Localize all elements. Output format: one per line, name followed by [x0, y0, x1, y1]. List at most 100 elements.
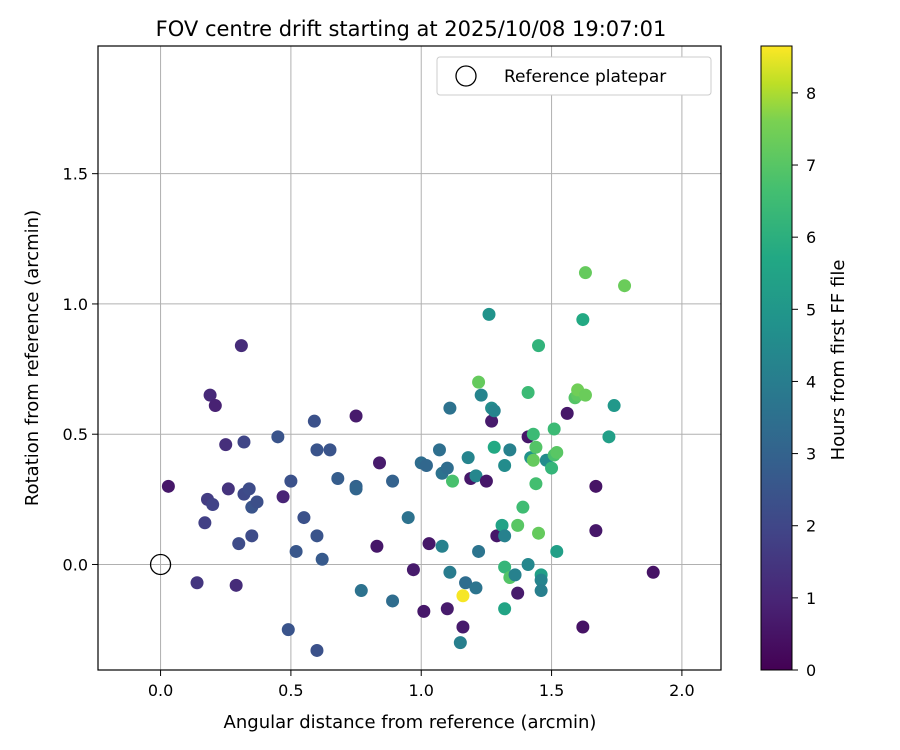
data-point [472, 544, 486, 558]
data-point [545, 461, 559, 475]
colorbar-tick-label: 0 [806, 661, 816, 680]
data-point [250, 495, 264, 509]
data-point [419, 458, 433, 472]
data-point [234, 339, 248, 353]
data-point [323, 443, 337, 457]
data-point [310, 443, 324, 457]
colorbar-tick-label: 1 [806, 589, 816, 608]
x-tick-label: 0.0 [148, 681, 173, 700]
data-point [482, 307, 496, 321]
colorbar [760, 45, 793, 671]
data-point [229, 578, 243, 592]
data-point [550, 445, 564, 459]
data-point [440, 461, 454, 475]
data-point [386, 594, 400, 608]
data-point [435, 539, 449, 553]
data-point [526, 427, 540, 441]
data-point [289, 544, 303, 558]
data-point [479, 474, 493, 488]
data-point [578, 266, 592, 280]
data-point [440, 602, 454, 616]
data-point [607, 399, 621, 413]
data-point [469, 469, 483, 483]
legend-label: Reference platepar [504, 67, 666, 87]
data-point [232, 537, 246, 551]
data-point [516, 500, 530, 514]
data-point [373, 456, 387, 470]
data-point [406, 563, 420, 577]
data-point [526, 453, 540, 467]
colorbar-tick-label: 5 [806, 300, 816, 319]
data-point [534, 584, 548, 598]
data-point [529, 477, 543, 491]
data-point [469, 581, 483, 595]
x-tick-label: 1.0 [409, 681, 434, 700]
data-point [532, 339, 546, 353]
data-point [208, 399, 222, 413]
colorbar-tick-label: 2 [806, 517, 816, 536]
data-point [242, 482, 256, 496]
data-point [560, 406, 574, 420]
data-point [161, 479, 175, 493]
data-point [578, 388, 592, 402]
plot-frame [97, 45, 722, 671]
data-point [532, 526, 546, 540]
data-point [297, 511, 311, 525]
data-point [422, 537, 436, 551]
data-point [456, 620, 470, 634]
grid-lines [98, 46, 721, 670]
data-point [331, 472, 345, 486]
y-axis: 0.0 0.5 1.0 1.5 [63, 165, 98, 574]
data-point [386, 474, 400, 488]
data-point [487, 404, 501, 418]
data-point [237, 435, 251, 449]
data-point [529, 440, 543, 454]
legend-marker-icon [455, 65, 477, 87]
data-point [511, 518, 525, 532]
colorbar-tick-label: 6 [806, 228, 816, 247]
data-point [485, 414, 499, 428]
colorbar-tick-label: 7 [806, 156, 816, 175]
data-point [589, 524, 603, 538]
data-point [432, 443, 446, 457]
data-point [245, 529, 259, 543]
data-point [221, 482, 235, 496]
data-point [271, 430, 285, 444]
data-point [508, 568, 522, 582]
data-point [281, 623, 295, 637]
data-point [521, 557, 535, 571]
data-point [417, 604, 431, 618]
data-point [498, 602, 512, 616]
data-point [495, 518, 509, 532]
data-point [461, 451, 475, 465]
legend: Reference platepar [436, 56, 712, 96]
colorbar-tick-label: 8 [806, 84, 816, 103]
data-point [310, 643, 324, 657]
x-axis-label: Angular distance from reference (arcmin) [224, 712, 597, 733]
data-point [472, 375, 486, 389]
data-point [354, 584, 368, 598]
plot-area [98, 46, 721, 670]
x-tick-label: 0.5 [278, 681, 303, 700]
data-point [589, 479, 603, 493]
data-point [576, 620, 590, 634]
data-point [276, 490, 290, 504]
data-point [474, 388, 488, 402]
data-point [307, 414, 321, 428]
colorbar-ticks: 0 1 2 3 4 5 6 7 8 [792, 84, 816, 680]
colorbar-label: Hours from first FF file [828, 260, 849, 461]
data-point [443, 401, 457, 415]
data-point [602, 430, 616, 444]
data-point [487, 440, 501, 454]
data-point [646, 565, 660, 579]
data-point [443, 565, 457, 579]
colorbar-tick-label: 3 [806, 445, 816, 464]
data-point [284, 474, 298, 488]
data-point [206, 498, 220, 512]
x-axis: 0.0 0.5 1.0 1.5 2.0 [148, 670, 695, 700]
chart-title: FOV centre drift starting at 2025/10/08 … [156, 17, 667, 41]
data-point [310, 529, 324, 543]
reference-platepar-marker [149, 553, 172, 576]
y-tick-label: 1.5 [63, 165, 88, 184]
data-point [315, 552, 329, 566]
